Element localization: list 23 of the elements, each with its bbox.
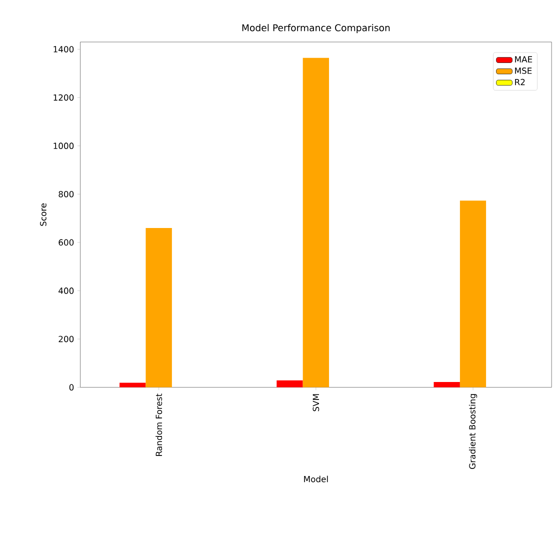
legend-label: MAE <box>515 56 532 62</box>
y-tick-label: 400 <box>58 288 74 294</box>
y-tick-label: 1200 <box>54 94 74 101</box>
chart-title: Model Performance Comparison <box>242 24 390 34</box>
y-tick-label: 1000 <box>54 142 74 150</box>
x-axis-title: Model <box>304 476 328 482</box>
y-axis-title: Score <box>40 203 46 226</box>
y-tick-label: 600 <box>58 239 74 246</box>
bar <box>302 58 330 388</box>
x-tick-label: SVM <box>312 394 320 412</box>
bar <box>146 228 172 388</box>
legend-label: MSE <box>515 68 532 74</box>
bar <box>434 382 460 388</box>
x-tick-label: Random Forest <box>156 394 162 456</box>
bar <box>276 380 303 388</box>
bar <box>120 382 146 388</box>
y-tick-label: 0 <box>69 384 74 391</box>
bar <box>460 200 486 388</box>
y-tick-label: 800 <box>58 190 74 198</box>
legend-label: R2 <box>515 78 525 86</box>
x-tick-label: Gradient Boosting <box>468 394 478 469</box>
y-tick-label: 200 <box>58 336 74 342</box>
y-tick-label: 1400 <box>54 46 74 52</box>
